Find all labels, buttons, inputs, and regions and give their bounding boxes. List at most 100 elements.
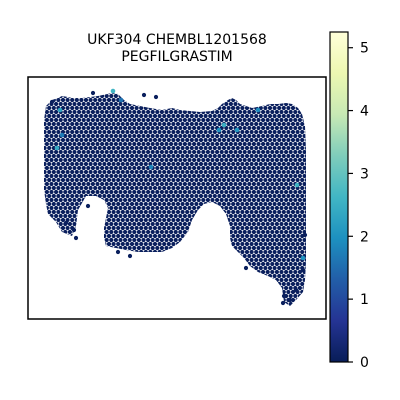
tissue-spot <box>136 213 141 219</box>
tissue-spot <box>157 169 162 175</box>
tissue-spot <box>118 149 123 155</box>
tissue-spot <box>95 125 100 131</box>
tissue-spot <box>221 145 227 151</box>
tissue-spot <box>136 173 141 179</box>
tissue-spot <box>274 213 279 219</box>
tissue-spot <box>70 129 75 135</box>
tissue-spot <box>65 105 70 111</box>
tissue-spot <box>102 97 107 103</box>
tissue-spot <box>274 253 279 259</box>
tissue-spot <box>251 197 256 203</box>
tissue-spot <box>238 165 243 171</box>
tissue-spot <box>152 137 158 143</box>
tissue-spot <box>132 133 137 139</box>
tissue-spot <box>274 205 279 211</box>
tissue-spot <box>132 205 137 211</box>
tissue-spot <box>267 161 273 167</box>
tissue-spot <box>136 221 141 227</box>
tissue-spot <box>81 101 86 107</box>
tissue-spot <box>272 265 277 271</box>
tissue-spot <box>70 137 75 143</box>
tissue-spot <box>284 261 289 267</box>
tissue-spot <box>93 153 98 159</box>
tissue-spot <box>270 269 275 275</box>
tissue-spot <box>173 157 178 163</box>
tissue-spot <box>205 141 210 147</box>
tissue-spot <box>263 129 268 135</box>
tissue-spot <box>205 173 210 179</box>
tissue-spot <box>51 129 56 135</box>
tissue-spot <box>187 157 192 163</box>
tissue-spot <box>228 133 233 139</box>
tissue-spot <box>164 197 169 203</box>
tissue-spot <box>217 169 222 175</box>
tissue-spot <box>150 117 155 123</box>
tissue-spot <box>256 173 261 179</box>
tissue-spot <box>293 197 298 203</box>
tissue-spot <box>97 121 102 127</box>
tissue-spot <box>143 137 148 143</box>
tissue-spot <box>155 205 160 211</box>
tissue-spot <box>233 173 238 179</box>
tissue-spot <box>277 273 282 279</box>
tissue-spot <box>178 117 183 123</box>
tissue-spot <box>143 209 148 215</box>
tissue-spot <box>228 125 233 131</box>
tissue-spot <box>274 149 279 155</box>
tissue-spot <box>175 169 181 175</box>
tissue-spot <box>146 229 151 235</box>
tissue-spot <box>233 237 238 243</box>
tissue-spot <box>263 201 268 207</box>
tissue-spot <box>139 121 144 127</box>
tissue-spot <box>77 173 82 179</box>
tissue-spot <box>304 257 306 263</box>
tissue-spot <box>49 181 54 187</box>
tissue-spot <box>286 241 291 247</box>
tissue-spot <box>215 141 220 147</box>
tissue-spot <box>95 173 100 179</box>
tissue-spot <box>72 157 77 163</box>
tissue-spot <box>72 109 77 115</box>
tissue-spot <box>173 117 178 123</box>
tissue-spot <box>51 209 56 215</box>
tissue-spot <box>54 173 59 179</box>
tissue-spot <box>106 153 112 159</box>
tissue-spot <box>54 141 59 147</box>
tissue-spot <box>74 105 79 111</box>
tissue-spot <box>261 141 266 147</box>
tissue-spot <box>47 145 52 151</box>
tissue-spot <box>219 109 224 115</box>
tissue-spot <box>290 113 296 119</box>
tissue-spot <box>290 297 296 303</box>
tissue-spot <box>182 157 187 163</box>
tissue-spot <box>120 129 125 135</box>
tissue-spot <box>247 133 252 139</box>
tissue-spot <box>72 133 77 139</box>
tissue-spot <box>189 193 194 199</box>
tissue-spot <box>70 169 75 175</box>
tissue-spot <box>286 121 291 127</box>
tissue-spot <box>256 141 261 147</box>
tissue-spot <box>203 193 208 199</box>
tissue-spot <box>180 201 185 207</box>
tissue-spot <box>152 153 158 159</box>
tissue-spot <box>44 133 50 139</box>
tissue-spot <box>215 189 220 195</box>
tissue-spot <box>244 145 250 151</box>
tissue-spot <box>233 221 238 227</box>
tissue-spot <box>90 181 95 187</box>
tissue-spot <box>106 137 112 143</box>
tissue-spot <box>155 221 160 227</box>
tissue-spot <box>263 177 268 183</box>
tissue-spot <box>279 149 284 155</box>
tissue-spot <box>116 113 121 119</box>
tissue-spot <box>141 189 146 195</box>
tissue-spot <box>281 161 286 167</box>
tissue-spot <box>173 109 178 115</box>
tissue-spot <box>224 157 229 163</box>
tissue-spot <box>49 157 54 163</box>
tissue-spot <box>47 185 52 191</box>
tissue-spot <box>272 105 277 111</box>
tissue-spot <box>187 181 192 187</box>
tissue-spot <box>152 185 158 191</box>
